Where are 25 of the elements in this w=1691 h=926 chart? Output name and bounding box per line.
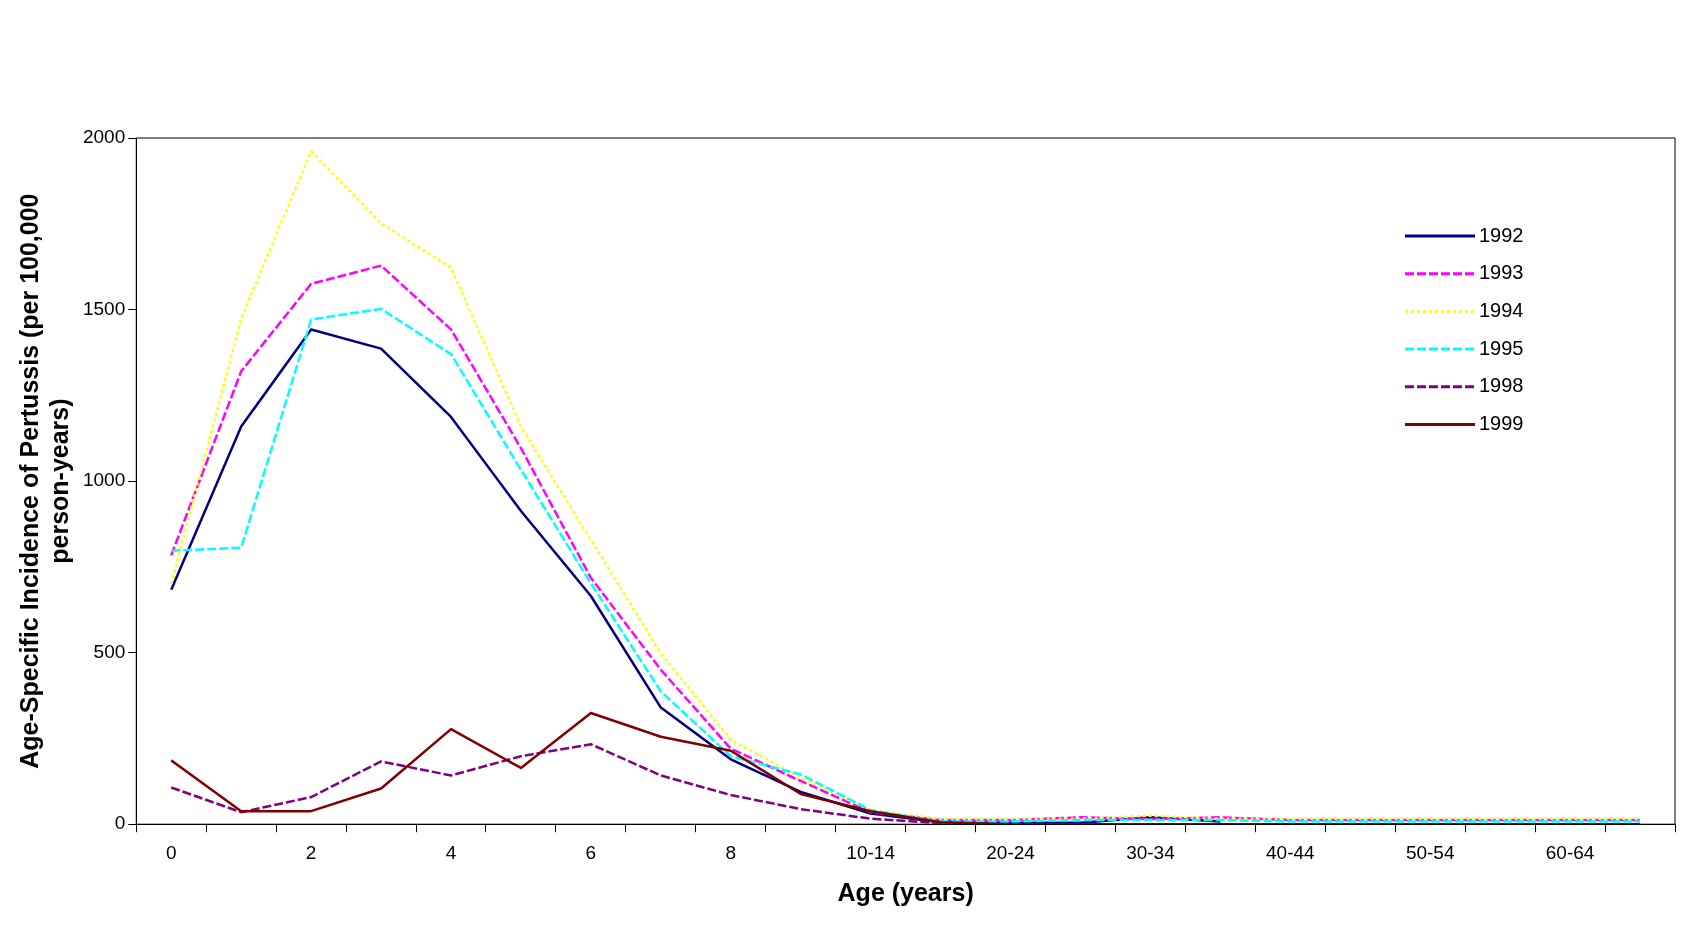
legend-label: 1994 bbox=[1479, 298, 1524, 321]
y-tick-label: 1000 bbox=[82, 469, 126, 491]
x-tick-label: 8 bbox=[725, 841, 737, 863]
x-tick-label: 50-54 bbox=[1405, 841, 1455, 863]
legend-label: 1999 bbox=[1479, 412, 1524, 435]
legend-label: 1993 bbox=[1479, 261, 1524, 284]
legend-label: 1998 bbox=[1479, 374, 1524, 397]
x-tick-label: 40-44 bbox=[1266, 841, 1316, 863]
line-series bbox=[169, 743, 942, 825]
y-tick-label: 1500 bbox=[82, 297, 126, 319]
x-tick-label: 6 bbox=[585, 841, 597, 863]
x-tick-label: 20-24 bbox=[986, 841, 1036, 863]
x-tick-label: 60-64 bbox=[1545, 841, 1595, 863]
x-tick-label: 4 bbox=[445, 841, 457, 863]
x-tick-label: 10-14 bbox=[846, 841, 896, 863]
y-axis-title: Age-Specific Incidence of Pertussis (per 100,000 person-years) bbox=[14, 193, 73, 769]
x-tick-label: 2 bbox=[305, 841, 317, 863]
y-tick-label: 500 bbox=[93, 640, 126, 662]
x-axis-title: Age (years) bbox=[837, 877, 974, 906]
x-tick-label: 30-34 bbox=[1126, 841, 1176, 863]
x-tick-label: 0 bbox=[165, 841, 177, 863]
y-tick-label: 2000 bbox=[82, 126, 126, 148]
y-tick-label: 0 bbox=[114, 812, 126, 834]
legend-label: 1992 bbox=[1479, 223, 1524, 246]
legend-label: 1995 bbox=[1479, 336, 1524, 359]
